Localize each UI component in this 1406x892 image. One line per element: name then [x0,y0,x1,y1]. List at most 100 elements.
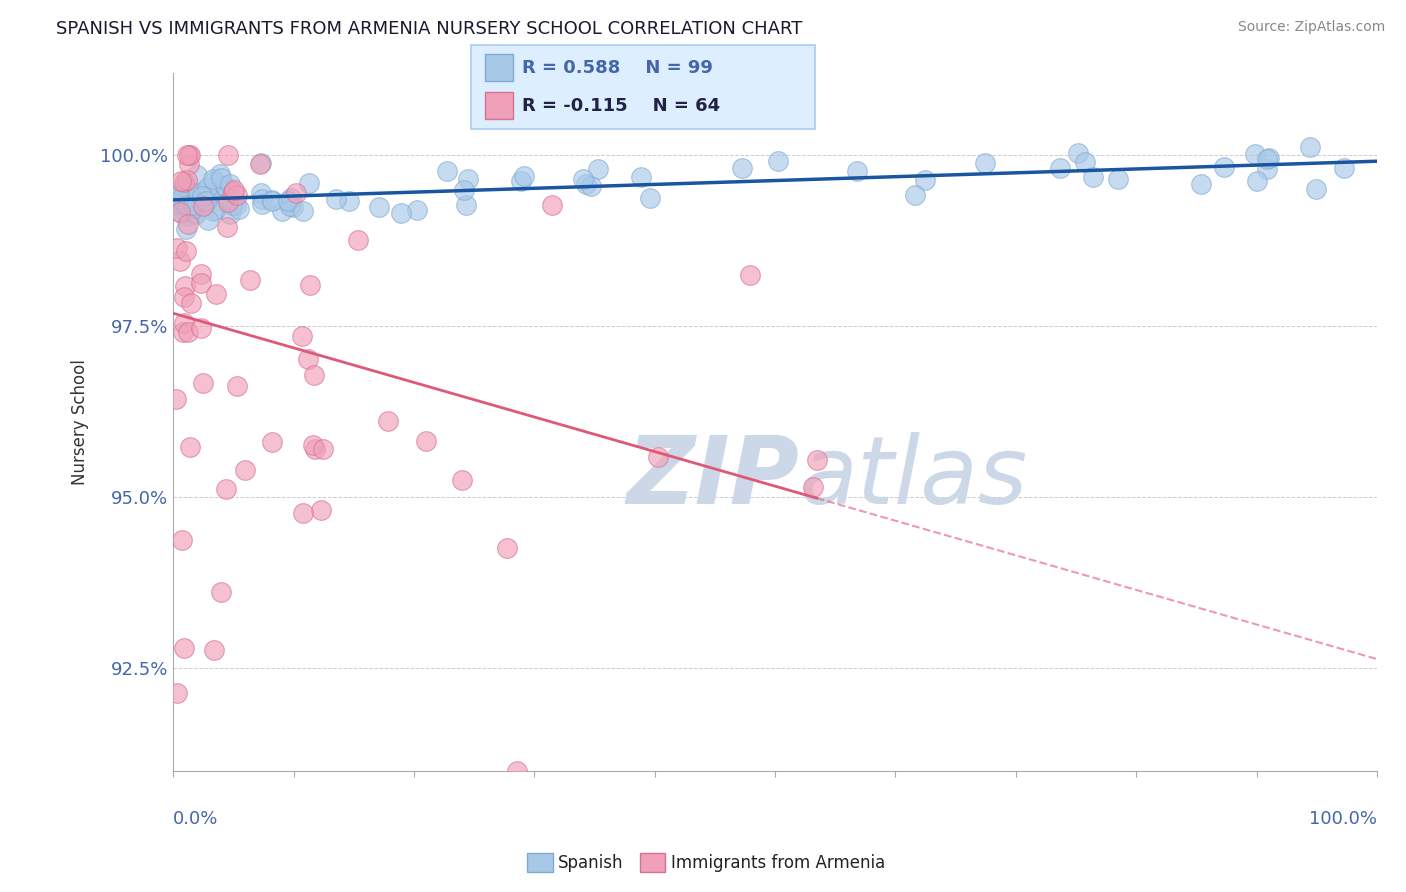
Point [1256,162,1278,177]
Point [205,194,228,209]
Point [271,204,294,219]
Point [540,198,562,212]
Point [1074,154,1097,169]
Point [214,181,236,195]
Point [291,328,314,343]
Point [177,186,200,201]
Point [233,463,256,477]
Point [225,379,247,393]
Point [406,202,429,217]
Point [281,200,304,214]
Point [846,163,869,178]
Point [436,164,458,178]
Point [292,506,315,520]
Point [173,290,195,304]
Point [184,206,207,220]
Point [1067,145,1090,160]
Point [496,541,519,555]
Text: Immigrants from Armenia: Immigrants from Armenia [671,854,884,871]
Point [1298,140,1320,154]
Text: R = 0.588    N = 99: R = 0.588 N = 99 [522,60,713,78]
Point [647,450,669,464]
Point [217,219,239,234]
Point [173,316,195,330]
Point [217,194,239,209]
Point [170,184,193,198]
Point [974,155,997,169]
Point [219,177,242,191]
Point [177,325,200,339]
Point [1333,161,1355,175]
Point [298,176,321,190]
Text: SPANISH VS IMMIGRANTS FROM ARMENIA NURSERY SCHOOL CORRELATION CHART: SPANISH VS IMMIGRANTS FROM ARMENIA NURSE… [56,20,803,37]
Point [190,267,212,281]
Point [191,199,214,213]
Point [180,198,202,212]
Point [190,276,212,290]
Point [191,376,214,391]
Point [173,641,195,656]
Point [197,188,219,202]
Point [209,584,232,599]
Point [176,173,198,187]
Point [166,186,188,200]
Point [301,438,323,452]
Point [250,156,273,170]
Point [285,186,308,201]
Point [176,198,198,212]
Point [297,352,319,367]
Point [181,200,204,214]
Point [208,168,231,182]
Text: 0.0%: 0.0% [173,810,218,828]
Point [239,273,262,287]
Point [249,157,271,171]
Point [630,169,652,184]
Point [457,172,479,186]
Point [186,168,208,182]
Point [226,188,249,202]
Point [1212,160,1234,174]
Point [914,173,936,187]
Point [180,295,202,310]
Point [186,187,208,202]
Point [228,202,250,216]
Point [304,442,326,457]
Point [904,187,927,202]
Point [260,193,283,207]
Point [1305,182,1327,196]
Point [214,179,236,194]
Point [204,203,226,218]
Point [195,194,218,208]
Y-axis label: Nursery School: Nursery School [72,359,89,485]
Text: Source: ZipAtlas.com: Source: ZipAtlas.com [1237,20,1385,34]
Point [512,169,534,183]
Point [337,194,360,209]
Point [389,206,412,220]
Point [225,198,247,212]
Point [177,217,200,231]
Point [169,205,191,219]
Point [302,368,325,383]
Point [1257,152,1279,166]
Point [176,148,198,162]
Point [177,157,200,171]
Point [169,192,191,206]
Point [586,162,609,177]
Point [1244,147,1267,161]
Point [1081,169,1104,184]
Point [184,202,207,216]
Point [638,191,661,205]
Point [221,186,243,200]
Point [174,198,197,212]
Point [325,192,347,206]
Text: Spanish: Spanish [558,854,624,871]
Point [174,178,197,193]
Point [195,181,218,195]
Point [571,171,593,186]
Text: ZIP: ZIP [626,432,799,524]
Point [377,414,399,428]
Point [262,435,284,450]
Point [738,268,761,282]
Point [806,453,828,467]
Point [179,148,201,162]
